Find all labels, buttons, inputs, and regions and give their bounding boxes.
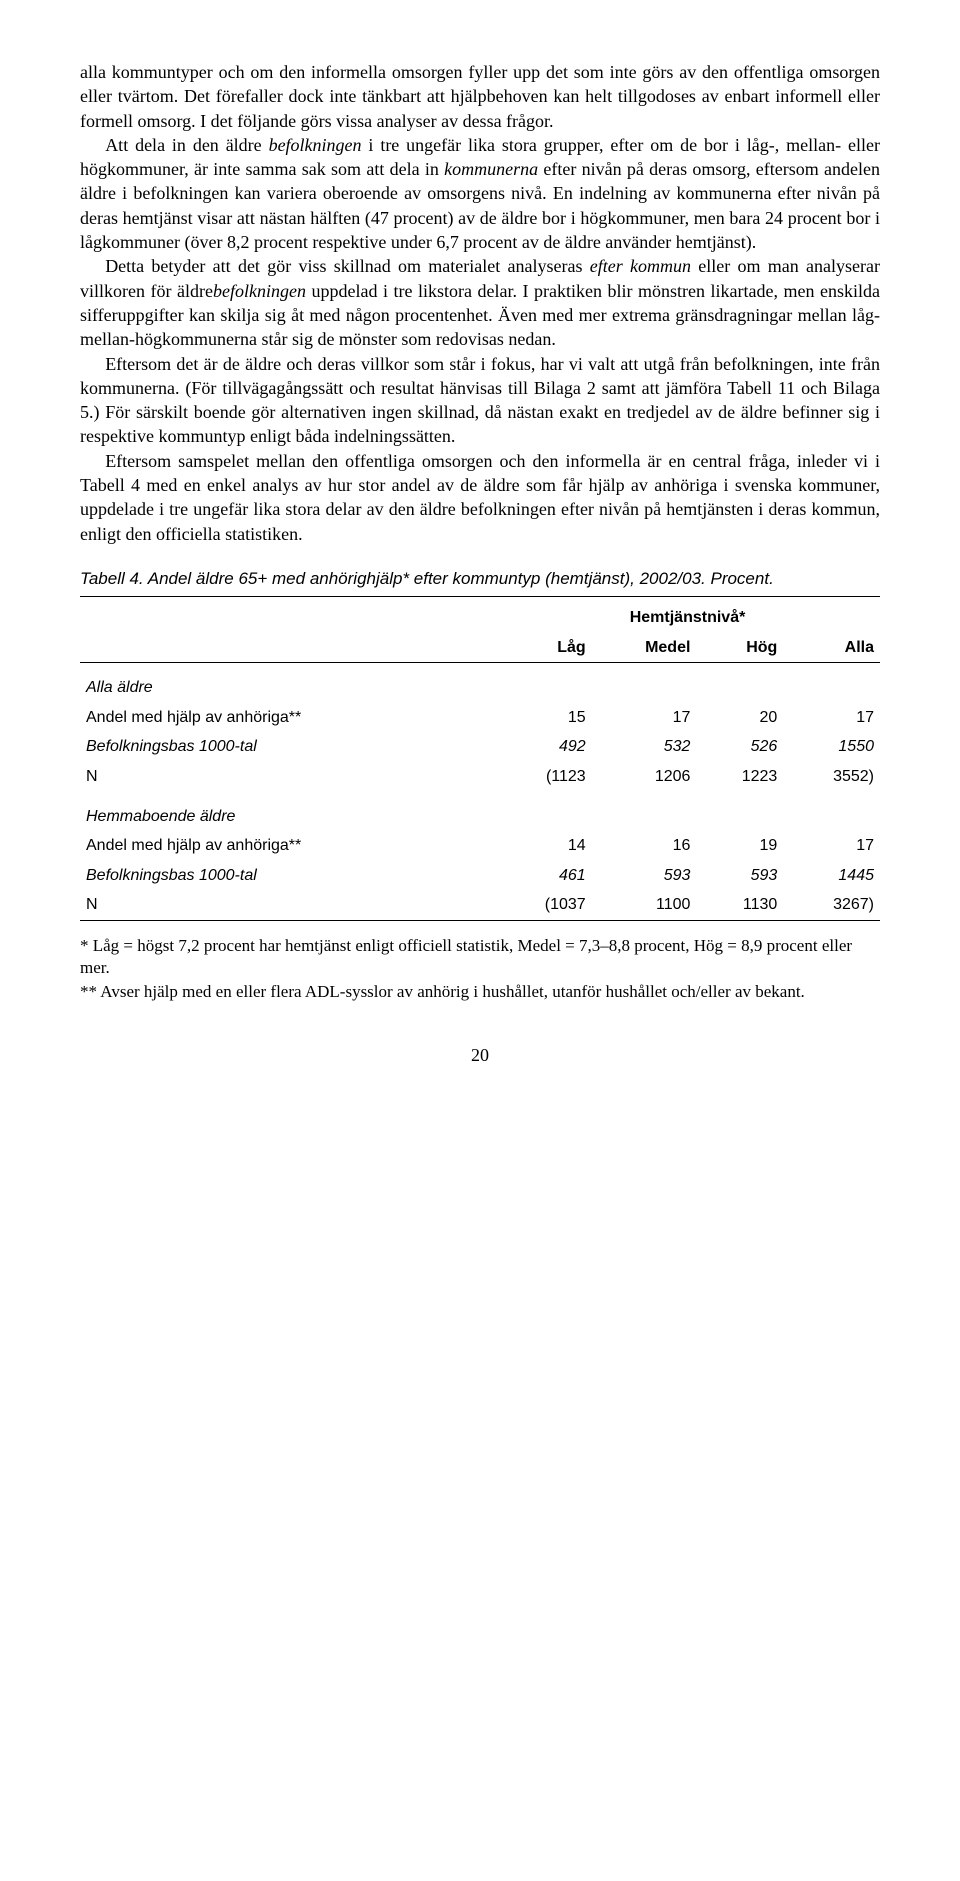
row-label: Befolkningsbas 1000-tal <box>80 732 495 762</box>
col-header: Medel <box>592 633 697 663</box>
col-header: Hög <box>696 633 783 663</box>
text-span: Att dela in den äldre <box>105 135 268 155</box>
cell: 1550 <box>783 732 880 762</box>
cell: (1037 <box>495 890 592 920</box>
cell: 14 <box>495 831 592 861</box>
cell: 1100 <box>592 890 697 920</box>
section-title: Alla äldre <box>80 663 880 703</box>
text-span: befolkningen <box>269 135 362 155</box>
paragraph-5: Eftersom samspelet mellan den offentliga… <box>80 449 880 546</box>
cell: (1123 <box>495 762 592 792</box>
section-title: Hemmaboende äldre <box>80 792 880 832</box>
row-label: Andel med hjälp av anhöriga** <box>80 703 495 733</box>
cell: 593 <box>592 861 697 891</box>
cell: 20 <box>696 703 783 733</box>
cell: 1130 <box>696 890 783 920</box>
text-span: efter kommun <box>590 256 691 276</box>
footnote-2: ** Avser hjälp med en eller flera ADL-sy… <box>80 981 880 1003</box>
col-group-header: Hemtjänstnivå* <box>495 597 880 633</box>
cell: 3267) <box>783 890 880 920</box>
cell: 17 <box>783 831 880 861</box>
cell: 532 <box>592 732 697 762</box>
table-row: Befolkningsbas 1000-tal4925325261550 <box>80 732 880 762</box>
data-table: Hemtjänstnivå* Låg Medel Hög Alla Alla ä… <box>80 596 880 921</box>
paragraph-1: alla kommuntyper och om den informella o… <box>80 60 880 133</box>
cell: 17 <box>783 703 880 733</box>
col-header: Alla <box>783 633 880 663</box>
text-span: befolkningen <box>213 281 306 301</box>
cell: 593 <box>696 861 783 891</box>
cell: 1223 <box>696 762 783 792</box>
table-row: Befolkningsbas 1000-tal4615935931445 <box>80 861 880 891</box>
cell: 3552) <box>783 762 880 792</box>
row-label: Befolkningsbas 1000-tal <box>80 861 495 891</box>
cell: 19 <box>696 831 783 861</box>
cell: 16 <box>592 831 697 861</box>
row-label: N <box>80 762 495 792</box>
cell: 492 <box>495 732 592 762</box>
table-row: Andel med hjälp av anhöriga**15172017 <box>80 703 880 733</box>
cell: 17 <box>592 703 697 733</box>
page-number: 20 <box>80 1043 880 1067</box>
cell: 461 <box>495 861 592 891</box>
row-label: Andel med hjälp av anhöriga** <box>80 831 495 861</box>
col-header: Låg <box>495 633 592 663</box>
paragraph-2: Att dela in den äldre befolkningen i tre… <box>80 133 880 254</box>
cell: 15 <box>495 703 592 733</box>
row-label: N <box>80 890 495 920</box>
table-caption: Tabell 4. Andel äldre 65+ med anhörighjä… <box>80 568 880 590</box>
text-span: kommunerna <box>444 159 538 179</box>
cell: 526 <box>696 732 783 762</box>
table-row: Andel med hjälp av anhöriga**14161917 <box>80 831 880 861</box>
table-row: N(1123120612233552) <box>80 762 880 792</box>
paragraph-4: Eftersom det är de äldre och deras villk… <box>80 352 880 449</box>
footnote-1: * Låg = högst 7,2 procent har hemtjänst … <box>80 935 880 979</box>
paragraph-3: Detta betyder att det gör viss skillnad … <box>80 254 880 351</box>
table-row: N(1037110011303267) <box>80 890 880 920</box>
text-span: Detta betyder att det gör viss skillnad … <box>105 256 590 276</box>
cell: 1206 <box>592 762 697 792</box>
cell: 1445 <box>783 861 880 891</box>
